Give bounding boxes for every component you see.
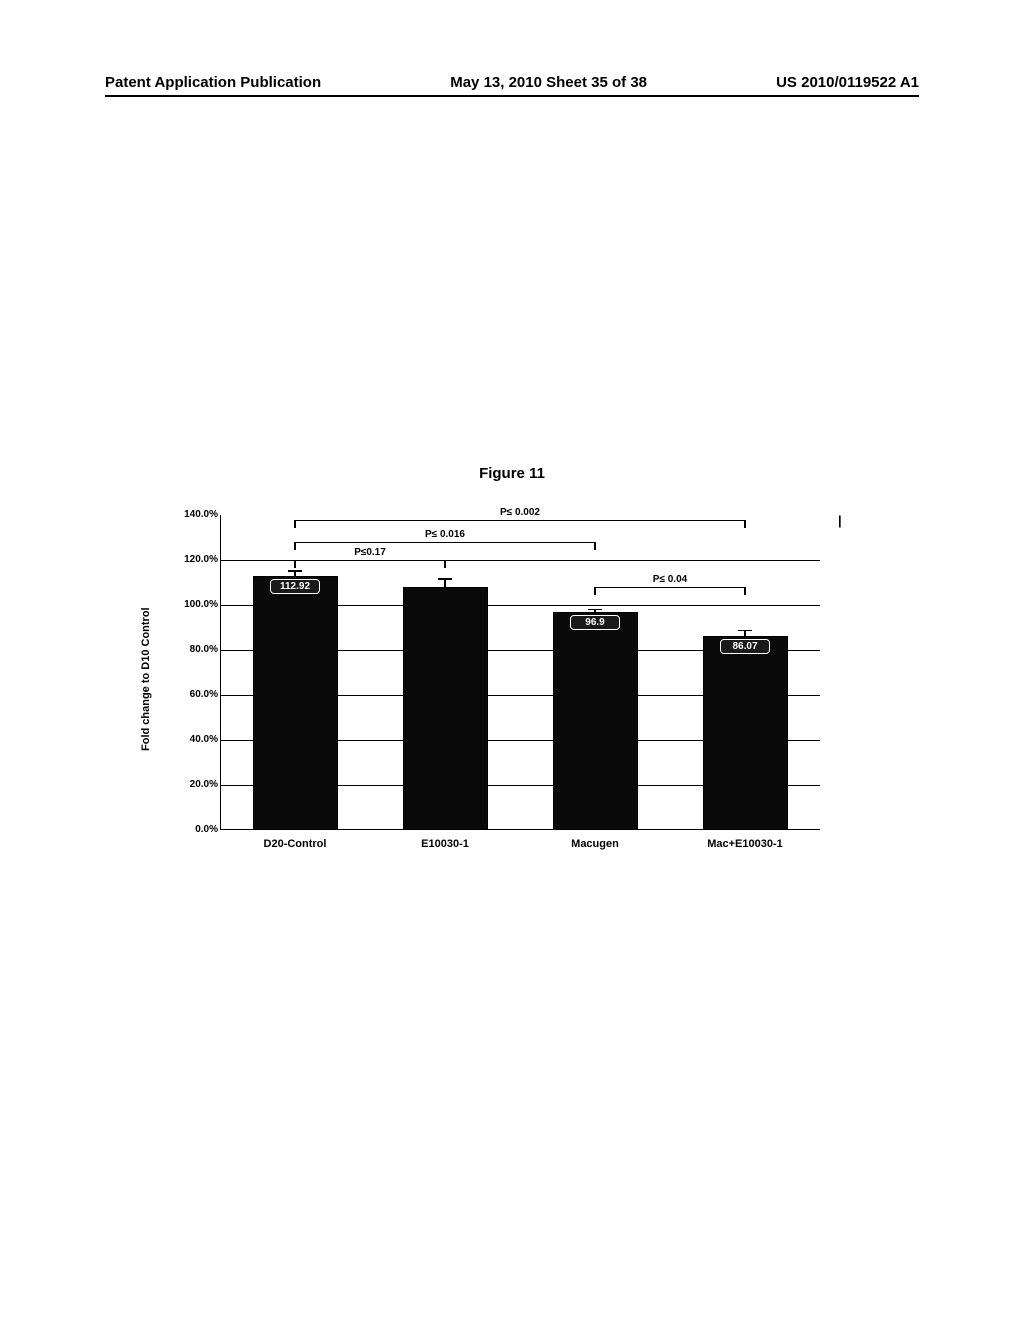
header-left: Patent Application Publication — [105, 74, 321, 91]
error-cap — [588, 609, 602, 611]
x-category-label: Macugen — [540, 838, 650, 850]
header-divider — [105, 95, 919, 97]
error-cap — [288, 570, 302, 572]
p-bracket — [595, 587, 745, 588]
bar-value-label: 112.92 — [270, 579, 320, 594]
x-category-label: Mac+E10030-1 — [690, 838, 800, 850]
p-bracket-end — [294, 520, 296, 528]
y-axis-label: Fold change to D10 Control — [140, 607, 152, 751]
bar-value-label: 86.07 — [720, 639, 770, 654]
y-tick-label: 100.0% — [170, 599, 218, 610]
figure-title: Figure 11 — [0, 465, 1024, 482]
y-tick-label: 60.0% — [170, 689, 218, 700]
p-bracket-end — [744, 520, 746, 528]
error-cap — [738, 630, 752, 632]
p-bracket-end — [594, 587, 596, 595]
stray-mark: | — [838, 513, 842, 528]
p-value-label: P≤0.17 — [330, 547, 410, 558]
y-tick-label: 40.0% — [170, 734, 218, 745]
y-tick-label: 120.0% — [170, 554, 218, 565]
p-bracket-end — [294, 542, 296, 550]
bar — [553, 612, 638, 830]
bar — [703, 636, 788, 830]
x-category-label: D20-Control — [240, 838, 350, 850]
error-cap — [438, 578, 452, 580]
p-value-label: P≤ 0.04 — [630, 574, 710, 585]
p-bracket-end — [594, 542, 596, 550]
p-bracket — [295, 520, 745, 521]
p-bracket-end — [744, 587, 746, 595]
y-tick-label: 80.0% — [170, 644, 218, 655]
p-value-label: P≤ 0.002 — [480, 507, 560, 518]
p-bracket-end — [444, 560, 446, 568]
header-right: US 2010/0119522 A1 — [776, 74, 919, 91]
p-bracket — [295, 560, 445, 561]
header-center: May 13, 2010 Sheet 35 of 38 — [450, 74, 647, 91]
y-tick-label: 20.0% — [170, 779, 218, 790]
page-header: Patent Application Publication May 13, 2… — [105, 74, 919, 91]
bar-chart: Fold change to D10 Control 0.0%20.0%40.0… — [160, 505, 860, 880]
bar — [253, 576, 338, 830]
x-category-label: E10030-1 — [390, 838, 500, 850]
y-tick-label: 0.0% — [170, 824, 218, 835]
bar — [403, 587, 488, 830]
p-bracket-end — [294, 560, 296, 568]
p-value-label: P≤ 0.016 — [405, 529, 485, 540]
p-bracket — [295, 542, 595, 543]
y-tick-label: 140.0% — [170, 509, 218, 520]
bar-value-label: 96.9 — [570, 615, 620, 630]
